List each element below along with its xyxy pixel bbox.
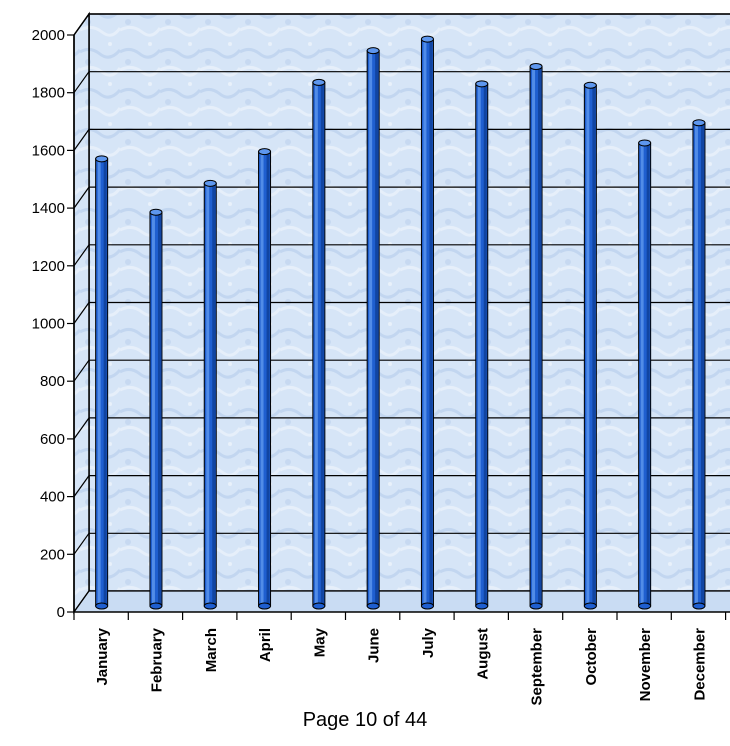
bar-shade [157, 212, 161, 606]
x-tick-label: July [420, 627, 437, 658]
x-tick-label: March [203, 628, 220, 672]
y-tick-label: 600 [40, 431, 65, 448]
bar-highlight [640, 142, 644, 606]
x-tick-label: December [691, 628, 708, 701]
bar-highlight [423, 39, 427, 607]
y-tick-label: 1200 [32, 258, 65, 275]
page-number: Page 10 of 44 [302, 709, 428, 731]
y-tick-label: 1000 [32, 316, 65, 333]
bar-highlight [586, 85, 590, 606]
bar-top [420, 35, 434, 43]
bar-shade [646, 142, 650, 606]
bar-top [475, 80, 489, 88]
bar-shade [483, 83, 487, 606]
bar [312, 78, 326, 610]
y-tick-label: 1800 [32, 85, 65, 102]
bar-highlight [151, 212, 155, 606]
y-tick-label: 1400 [32, 200, 65, 217]
x-tick-label: June [366, 628, 383, 663]
bar-top [312, 78, 326, 86]
x-tick-label: May [311, 627, 328, 657]
bar-highlight [477, 83, 481, 606]
bar [95, 155, 109, 610]
bar [692, 119, 706, 610]
bar [638, 139, 652, 610]
bar-top [529, 63, 543, 71]
y-tick-label: 2000 [32, 27, 65, 44]
bar-top [366, 47, 380, 55]
bar-shade [266, 151, 270, 607]
bar-base [420, 602, 434, 610]
bar-shade [538, 66, 542, 606]
y-tick-label: 800 [40, 373, 65, 390]
x-axis-labels: January February March April May June July Augu… [94, 627, 708, 705]
x-tick-label: January [94, 627, 111, 685]
bar-top [692, 119, 706, 127]
floor [73, 590, 730, 613]
bar [475, 80, 489, 610]
bar-shade [592, 85, 596, 606]
bar-top [638, 139, 652, 147]
x-tick-label: October [583, 628, 600, 686]
bar-shade [212, 183, 216, 606]
bar-shade [429, 39, 433, 607]
y-axis-ticks: 0 200 400 600 800 1000 1200 1400 1600 1800 2000 [32, 27, 74, 621]
x-tick-label: August [474, 628, 491, 680]
bar [420, 35, 434, 610]
bar-top [583, 81, 597, 89]
bar-highlight [314, 82, 318, 606]
bar-shade [700, 122, 704, 606]
x-tick-label: April [257, 628, 274, 662]
bar [258, 148, 272, 610]
bar-shade [375, 50, 379, 606]
y-tick-label: 200 [40, 546, 65, 563]
x-tick-label: February [148, 627, 165, 692]
bar-highlight [532, 66, 536, 606]
bar-base [475, 602, 489, 610]
bar-highlight [694, 122, 698, 606]
bar-base [149, 602, 163, 610]
chart-walls [73, 11, 730, 615]
y-tick-label: 400 [40, 489, 65, 506]
bar-shade [103, 158, 107, 606]
bar-top [203, 179, 217, 187]
bar [149, 208, 163, 610]
bar-shade [320, 82, 324, 606]
bar-base [366, 602, 380, 610]
bar-base [638, 602, 652, 610]
bar-highlight [369, 50, 373, 606]
bar-highlight [260, 151, 264, 607]
gridline [73, 13, 730, 36]
bar-highlight [97, 158, 101, 606]
bar-base [692, 602, 706, 610]
bar-base [312, 602, 326, 610]
bars [95, 35, 706, 610]
bar-base [95, 602, 109, 610]
bar-base [203, 602, 217, 610]
bar [529, 63, 543, 610]
bar [366, 47, 380, 610]
bar [583, 81, 597, 610]
bar-base [529, 602, 543, 610]
x-tick-label: September [529, 628, 546, 706]
y-tick-label: 1600 [32, 142, 65, 159]
bar-top [258, 148, 272, 156]
bar-base [258, 602, 272, 610]
bar-top [149, 208, 163, 216]
bar [203, 179, 217, 610]
bar-base [583, 602, 597, 610]
bar-highlight [206, 183, 210, 606]
x-tick-label: November [637, 628, 654, 702]
y-tick-label: 0 [57, 604, 65, 621]
bar-top [95, 155, 109, 163]
